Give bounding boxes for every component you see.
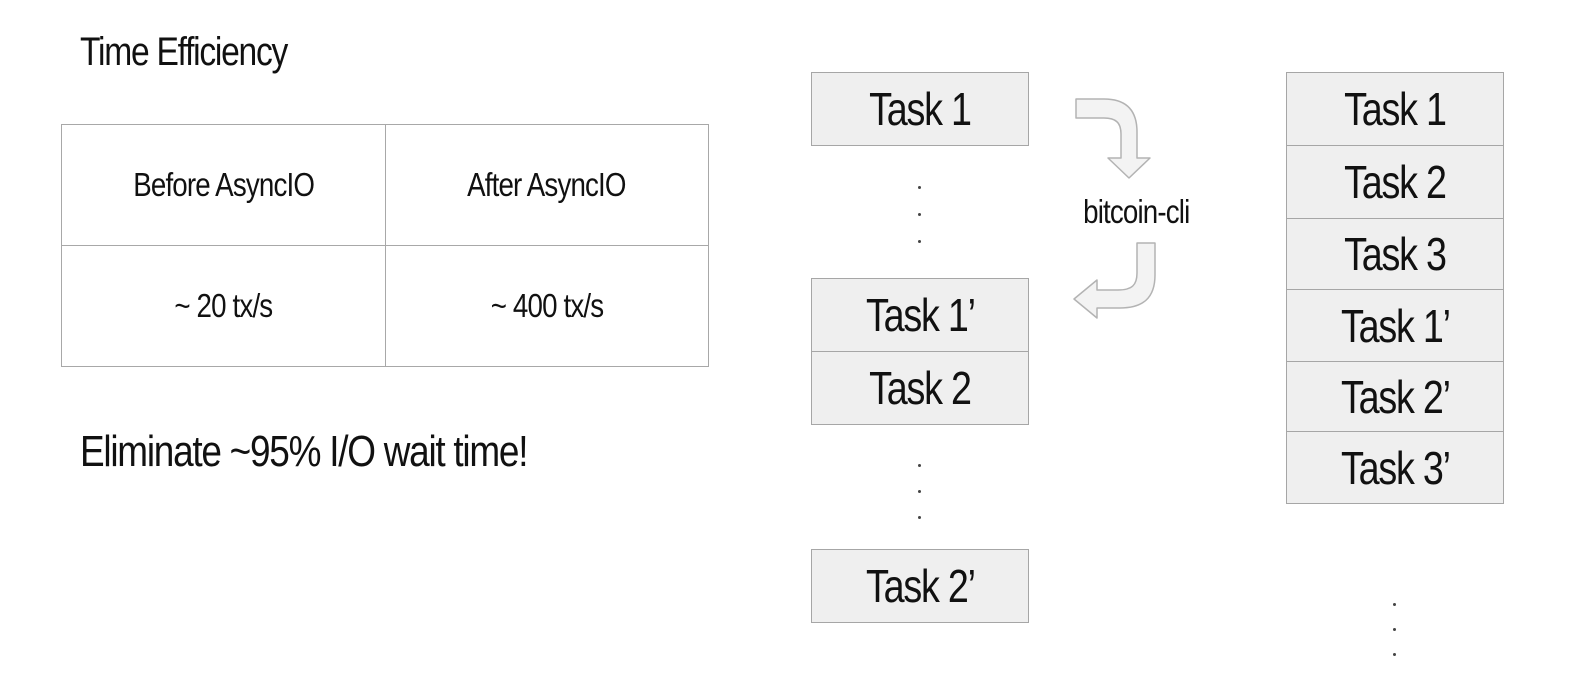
- curved-arrow-down-icon: [1075, 98, 1151, 179]
- sequential-task-box: Task 1: [811, 72, 1029, 146]
- task-label: Task 1: [869, 83, 972, 135]
- before-asyncio-value: ~ 20 tx/s: [174, 287, 273, 324]
- comparison-table: Before AsyncIO After AsyncIO ~ 20 tx/s ~…: [61, 124, 709, 367]
- curved-arrow-left-icon: [1073, 242, 1156, 319]
- after-asyncio-header: After AsyncIO: [467, 166, 627, 203]
- task-label: Task 3: [1344, 228, 1447, 280]
- async-task-box: Task 1: [1286, 72, 1504, 146]
- async-task-box: Task 1’: [1286, 289, 1504, 362]
- async-task-box: Task 3: [1286, 218, 1504, 290]
- task-label: Task 2: [1344, 156, 1447, 208]
- sequential-task-box: Task 2: [811, 351, 1029, 425]
- table-cell-before-value: ~ 20 tx/s: [61, 245, 386, 367]
- table-cell-after-value: ~ 400 tx/s: [384, 245, 709, 367]
- slide-title: Time Efficiency: [80, 30, 288, 74]
- bitcoin-cli-label: bitcoin-cli: [1060, 190, 1212, 234]
- before-asyncio-header: Before AsyncIO: [132, 166, 315, 203]
- sequential-task-box: Task 2’: [811, 549, 1029, 623]
- task-label: Task 2’: [1340, 370, 1451, 423]
- table-cell-after-header: After AsyncIO: [384, 124, 709, 246]
- after-asyncio-value: ~ 400 tx/s: [490, 287, 604, 324]
- task-label: Task 1’: [1340, 299, 1451, 352]
- task-label: Task 2’: [865, 560, 976, 612]
- ellipsis-dots: [918, 186, 924, 248]
- table-header-row: Before AsyncIO After AsyncIO: [61, 124, 709, 246]
- table-cell-before-header: Before AsyncIO: [61, 124, 386, 246]
- sequential-task-box: Task 1’: [811, 278, 1029, 352]
- async-task-box: Task 2’: [1286, 361, 1504, 432]
- task-label: Task 3’: [1340, 441, 1451, 494]
- tagline: Eliminate ~95% I/O wait time!: [80, 427, 528, 476]
- ellipsis-dots: [1393, 603, 1399, 659]
- ellipsis-dots: [918, 464, 924, 526]
- table-value-row: ~ 20 tx/s ~ 400 tx/s: [61, 245, 709, 367]
- bitcoin-cli-text: bitcoin-cli: [1082, 193, 1190, 230]
- task-label: Task 1’: [865, 289, 976, 341]
- async-task-box: Task 3’: [1286, 431, 1504, 504]
- task-label: Task 1: [1344, 83, 1447, 135]
- async-task-box: Task 2: [1286, 145, 1504, 219]
- task-label: Task 2: [869, 362, 972, 414]
